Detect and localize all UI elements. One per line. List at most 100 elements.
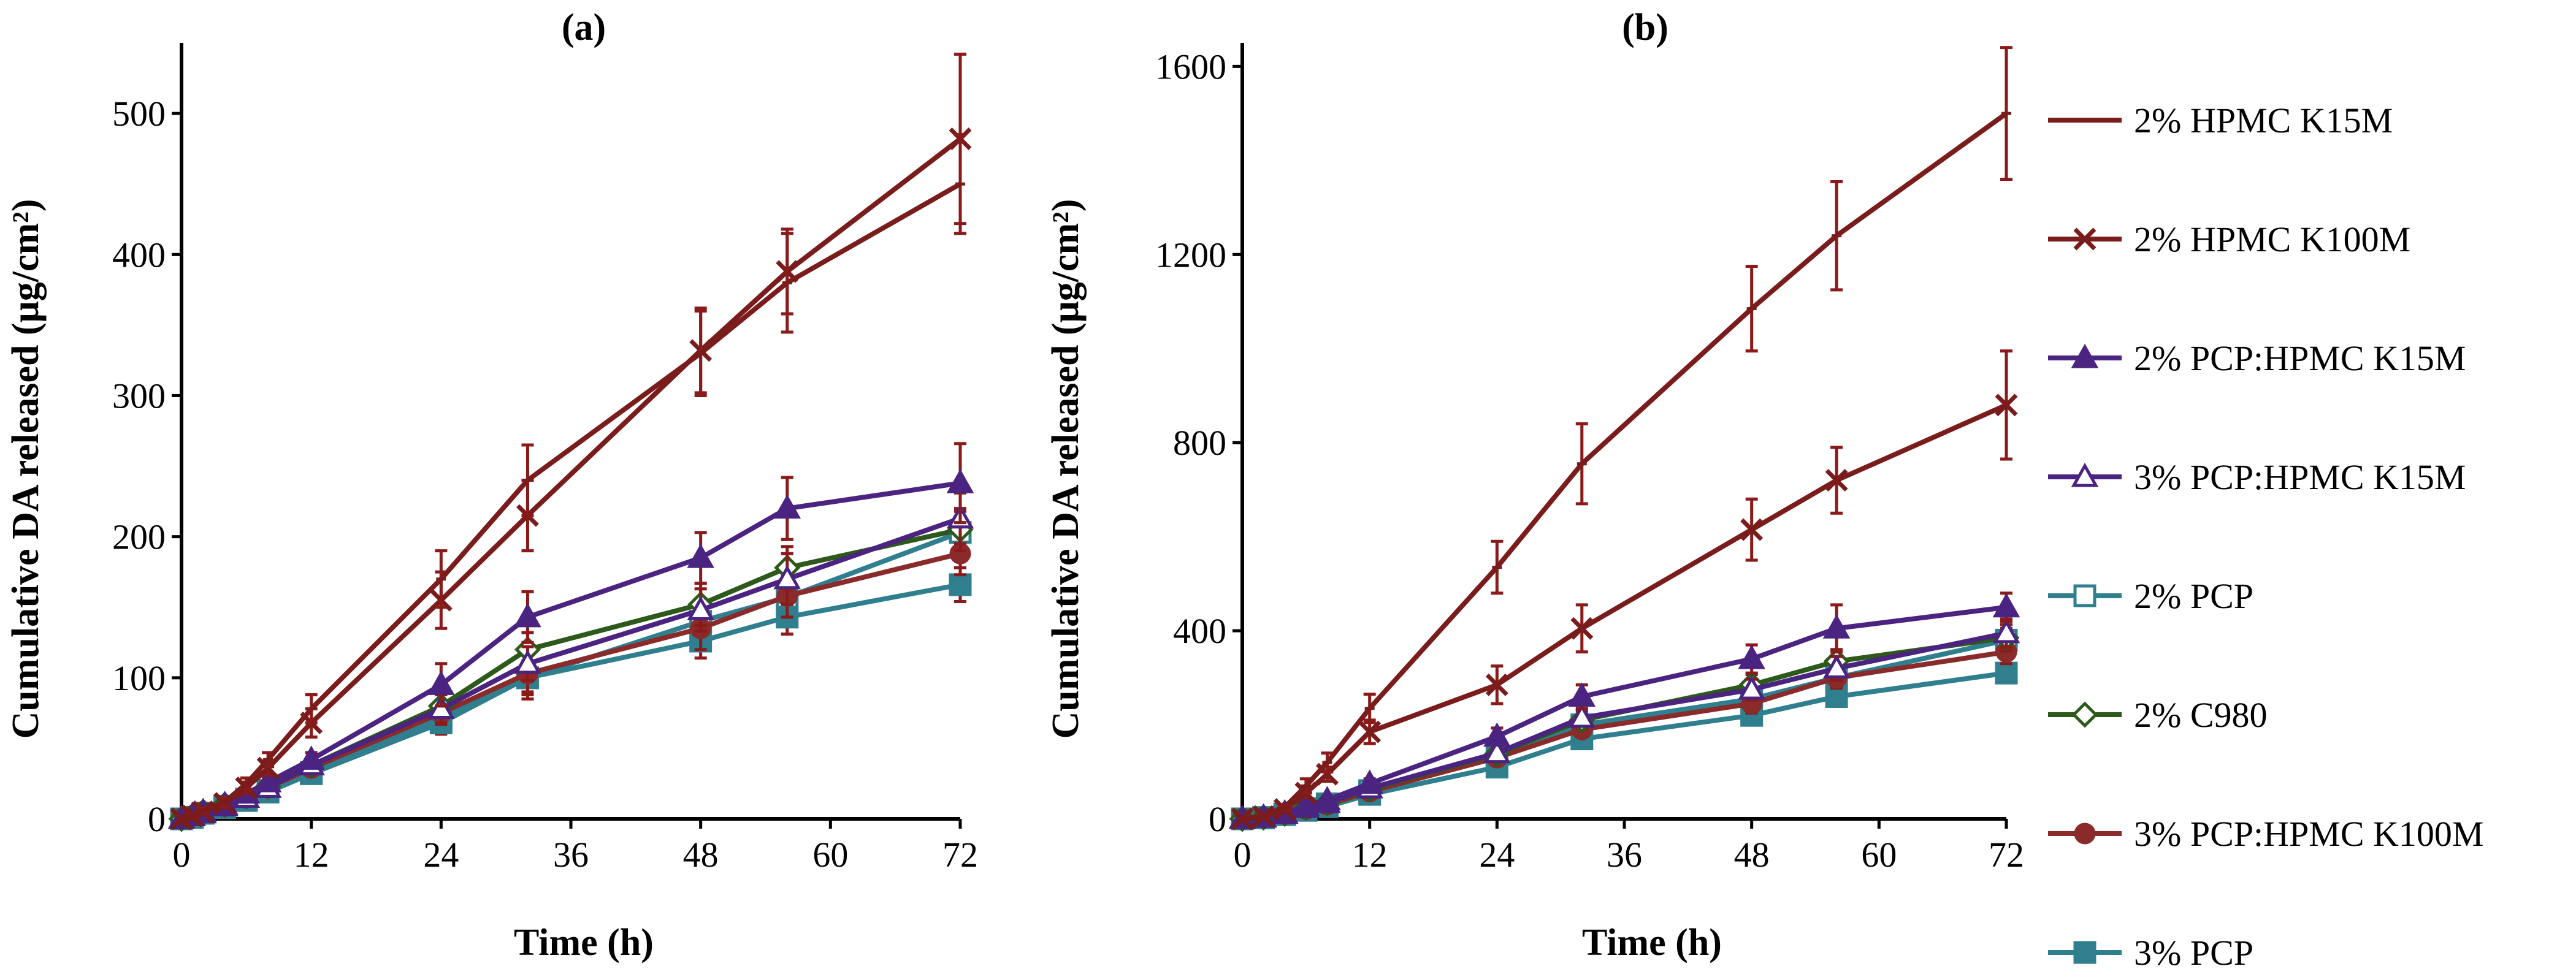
x-tick-label: 24 — [423, 835, 459, 875]
y-tick-label: 1600 — [1155, 47, 1226, 86]
data-point — [1483, 722, 1511, 747]
data-point — [1995, 661, 2018, 685]
panel-a-ticks: 0 100 200 300 400 500 0 12 24 36 48 60 72 — [112, 94, 978, 875]
series-2-hpmc-k15m — [1237, 46, 2012, 821]
data-point — [1570, 617, 1594, 640]
data-point — [1568, 703, 1596, 728]
panel-b-series — [1228, 46, 2020, 832]
legend-label: 2% HPMC K100M — [2134, 219, 2410, 259]
y-tick-label: 400 — [1173, 611, 1226, 651]
data-point — [1992, 618, 2020, 644]
data-point — [427, 694, 455, 719]
legend-entry-3-pcp: 3% PCP — [2048, 933, 2253, 973]
data-point — [297, 745, 325, 770]
x-tick-label: 48 — [1734, 835, 1770, 875]
data-point — [1825, 685, 1848, 709]
data-point — [687, 596, 714, 620]
data-point — [1822, 654, 1851, 679]
data-point — [514, 603, 541, 628]
data-point — [1740, 518, 1764, 541]
panel-a: (a) Cumulative DA released (μg/cm²) Time… — [5, 7, 978, 964]
legend: 2% HPMC K15M 2% HPMC K100M 2% PCP:HPMC K15… — [2048, 101, 2483, 973]
data-point — [1313, 786, 1341, 810]
y-tick-label: 300 — [112, 376, 166, 416]
x-tick-label: 72 — [1989, 835, 2024, 875]
legend-label: 2% C980 — [2134, 695, 2268, 735]
series-2-hpmc-k100m — [170, 52, 972, 831]
series-line — [1242, 403, 2008, 821]
x-tick-label: 12 — [1352, 835, 1388, 875]
data-point — [427, 671, 455, 695]
data-point — [1738, 675, 1765, 700]
legend-marker — [2073, 227, 2096, 251]
data-point — [1822, 614, 1851, 639]
legend-label: 2% HPMC K15M — [2134, 101, 2393, 140]
x-tick-label: 60 — [812, 835, 848, 875]
data-point — [687, 544, 714, 568]
data-point — [1992, 593, 2020, 618]
x-tick-label: 0 — [173, 835, 191, 875]
series-line — [180, 137, 962, 821]
data-point — [1358, 720, 1382, 743]
x-tick-label: 60 — [1861, 835, 1897, 875]
legend-label: 2% PCP — [2134, 576, 2253, 616]
x-tick-label: 36 — [553, 835, 589, 875]
data-point — [773, 565, 801, 590]
y-tick-label: 400 — [112, 235, 166, 275]
legend-label: 3% PCP:HPMC K15M — [2134, 457, 2466, 497]
panel-b-axes — [1240, 43, 2006, 821]
legend-entry-2-c980: 2% C980 — [2048, 695, 2268, 735]
x-tick-label: 48 — [683, 835, 719, 875]
data-point — [1292, 791, 1320, 816]
legend-marker — [2071, 701, 2098, 728]
legend-entry-2-pcp-hpmc-k15m: 2% PCP:HPMC K15M — [2048, 338, 2466, 378]
legend-entry-2-hpmc-k100m: 2% HPMC K100M — [2048, 219, 2410, 259]
legend-marker — [2071, 343, 2099, 368]
data-point — [949, 573, 972, 596]
legend-marker — [2073, 941, 2096, 964]
legend-marker — [2074, 823, 2096, 845]
series-line — [181, 582, 961, 821]
legend-label: 2% PCP:HPMC K15M — [2134, 338, 2466, 378]
panel-a-title: (a) — [562, 7, 606, 48]
y-tick-label: 0 — [148, 799, 166, 839]
x-tick-label: 24 — [1479, 835, 1515, 875]
y-tick-label: 500 — [112, 94, 166, 134]
data-point — [254, 768, 282, 793]
legend-entry-3-pcp-hpmc-k100m: 3% PCP:HPMC K100M — [2048, 814, 2483, 854]
data-point — [1485, 673, 1508, 696]
panel-a-x-axis-label: Time (h) — [514, 922, 654, 964]
panel-b-title: (b) — [1622, 7, 1668, 48]
y-tick-label: 1200 — [1155, 235, 1226, 275]
y-tick-label: 0 — [1209, 799, 1226, 839]
panel-b: (b) Cumulative DA released (μg/cm²) Time… — [1045, 7, 2024, 964]
legend-label: 3% PCP — [2134, 933, 2253, 973]
x-tick-label: 72 — [942, 835, 978, 875]
panel-a-series — [167, 52, 974, 832]
data-point — [1356, 769, 1383, 794]
data-point — [1738, 645, 1765, 669]
data-point — [1483, 739, 1511, 764]
y-tick-label: 800 — [1173, 423, 1226, 463]
panel-b-ticks: 0 400 800 1200 1600 0 12 24 36 48 60 72 — [1155, 47, 2024, 875]
data-point — [514, 649, 541, 674]
data-point — [773, 494, 801, 519]
legend-label: 3% PCP:HPMC K100M — [2134, 814, 2483, 854]
panel-a-y-axis-label: Cumulative DA released (μg/cm²) — [5, 199, 47, 739]
panel-b-y-axis-label: Cumulative DA released (μg/cm²) — [1045, 199, 1087, 739]
y-tick-label: 200 — [112, 517, 166, 557]
x-tick-label: 12 — [294, 835, 329, 875]
series-2-hpmc-k15m — [177, 133, 966, 821]
data-point — [1995, 393, 2018, 417]
series-2-pcp-hpmc-k15m — [167, 442, 974, 829]
x-tick-label: 36 — [1607, 835, 1642, 875]
legend-marker — [2071, 462, 2099, 487]
data-point — [1568, 682, 1596, 707]
legend-entry-2-hpmc-k15m: 2% HPMC K15M — [2048, 101, 2393, 140]
series-3-pcp — [170, 566, 972, 831]
legend-entry-3-pcp-hpmc-k15m: 3% PCP:HPMC K15M — [2048, 457, 2466, 497]
data-point — [1825, 469, 1848, 492]
panel-b-x-axis-label: Time (h) — [1582, 922, 1722, 964]
data-point — [946, 469, 974, 493]
